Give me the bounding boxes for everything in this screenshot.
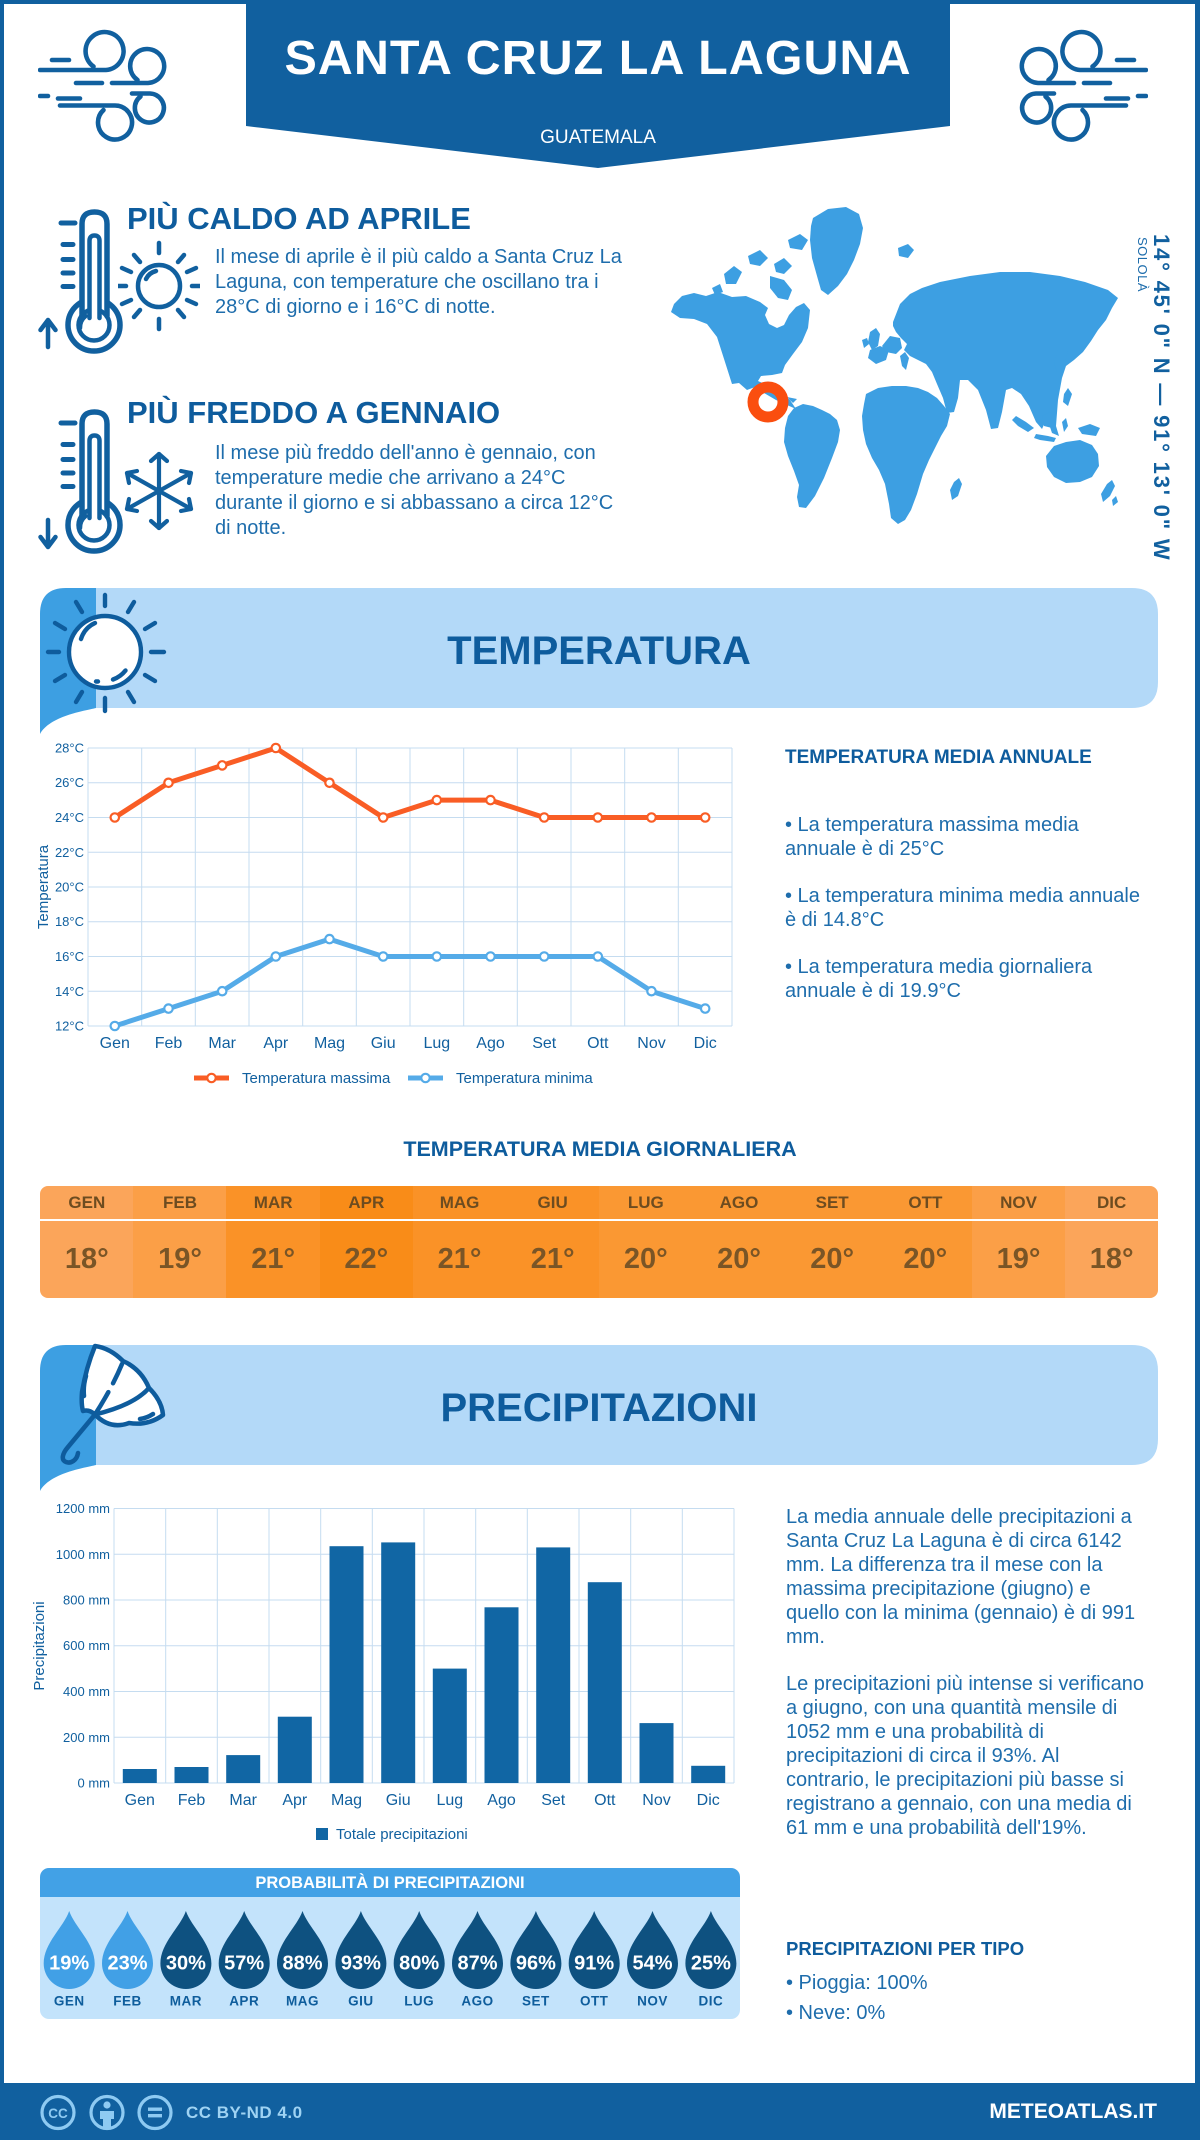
svg-text:DIC: DIC	[699, 1994, 724, 2009]
svg-text:12°C: 12°C	[55, 1019, 84, 1034]
svg-text:Temperatura: Temperatura	[35, 844, 52, 929]
svg-text:Feb: Feb	[178, 1792, 206, 1809]
svg-text:Lug: Lug	[436, 1792, 463, 1809]
svg-text:GEN: GEN	[54, 1994, 85, 2009]
svg-text:30%: 30%	[166, 1953, 206, 1975]
svg-text:18°C: 18°C	[55, 914, 84, 929]
svg-text:Ott: Ott	[587, 1035, 609, 1052]
svg-text:CC: CC	[48, 2106, 68, 2121]
svg-text:Ott: Ott	[594, 1792, 616, 1809]
svg-text:Giu: Giu	[386, 1792, 411, 1809]
svg-text:Gen: Gen	[125, 1792, 155, 1809]
svg-text:16°C: 16°C	[55, 949, 84, 964]
svg-text:19%: 19%	[49, 1953, 89, 1975]
svg-text:600 mm: 600 mm	[63, 1638, 110, 1653]
svg-text:Precipitazioni: Precipitazioni	[31, 1601, 48, 1690]
svg-text:26°C: 26°C	[55, 775, 84, 790]
svg-text:Mag: Mag	[314, 1035, 345, 1052]
svg-text:22°C: 22°C	[55, 845, 84, 860]
svg-text:SET: SET	[522, 1994, 550, 2009]
svg-text:54%: 54%	[632, 1953, 672, 1975]
svg-text:APR: APR	[229, 1994, 259, 2009]
svg-text:Totale precipitazioni: Totale precipitazioni	[336, 1826, 468, 1843]
svg-text:Temperatura massima: Temperatura massima	[242, 1070, 391, 1087]
svg-text:OTT: OTT	[580, 1994, 609, 2009]
svg-text:800 mm: 800 mm	[63, 1593, 110, 1608]
svg-text:Nov: Nov	[642, 1792, 670, 1809]
svg-text:Nov: Nov	[637, 1035, 665, 1052]
svg-text:Feb: Feb	[155, 1035, 183, 1052]
svg-text:Set: Set	[541, 1792, 566, 1809]
svg-text:200 mm: 200 mm	[63, 1730, 110, 1745]
svg-text:Set: Set	[532, 1035, 557, 1052]
svg-text:1000 mm: 1000 mm	[56, 1547, 110, 1562]
svg-text:Ago: Ago	[487, 1792, 516, 1809]
svg-text:NOV: NOV	[637, 1994, 668, 2009]
svg-text:Dic: Dic	[694, 1035, 717, 1052]
svg-text:0 mm: 0 mm	[78, 1776, 111, 1791]
svg-text:88%: 88%	[282, 1953, 322, 1975]
svg-text:20°C: 20°C	[55, 880, 84, 895]
svg-text:80%: 80%	[399, 1953, 439, 1975]
svg-text:AGO: AGO	[461, 1994, 493, 2009]
svg-text:14°C: 14°C	[55, 984, 84, 999]
svg-text:87%: 87%	[457, 1953, 497, 1975]
svg-text:1200 mm: 1200 mm	[56, 1501, 110, 1516]
svg-text:Dic: Dic	[697, 1792, 720, 1809]
svg-text:Temperatura minima: Temperatura minima	[456, 1070, 593, 1087]
svg-text:Mar: Mar	[208, 1035, 236, 1052]
svg-text:GIU: GIU	[348, 1994, 374, 2009]
svg-text:96%: 96%	[516, 1953, 556, 1975]
svg-text:28°C: 28°C	[55, 741, 84, 756]
svg-text:Apr: Apr	[282, 1792, 308, 1809]
svg-text:Mag: Mag	[331, 1792, 362, 1809]
svg-text:25%: 25%	[691, 1953, 731, 1975]
svg-text:57%: 57%	[224, 1953, 264, 1975]
svg-text:24°C: 24°C	[55, 810, 84, 825]
svg-text:23%: 23%	[107, 1953, 147, 1975]
svg-text:FEB: FEB	[113, 1994, 142, 2009]
svg-text:MAG: MAG	[286, 1994, 319, 2009]
svg-text:MAR: MAR	[170, 1994, 202, 2009]
svg-text:Ago: Ago	[476, 1035, 505, 1052]
svg-text:93%: 93%	[341, 1953, 381, 1975]
svg-text:Apr: Apr	[263, 1035, 289, 1052]
svg-text:91%: 91%	[574, 1953, 614, 1975]
svg-text:Giu: Giu	[371, 1035, 396, 1052]
svg-text:Gen: Gen	[100, 1035, 130, 1052]
svg-text:Lug: Lug	[423, 1035, 450, 1052]
svg-text:Mar: Mar	[229, 1792, 257, 1809]
svg-text:LUG: LUG	[404, 1994, 434, 2009]
svg-text:400 mm: 400 mm	[63, 1684, 110, 1699]
